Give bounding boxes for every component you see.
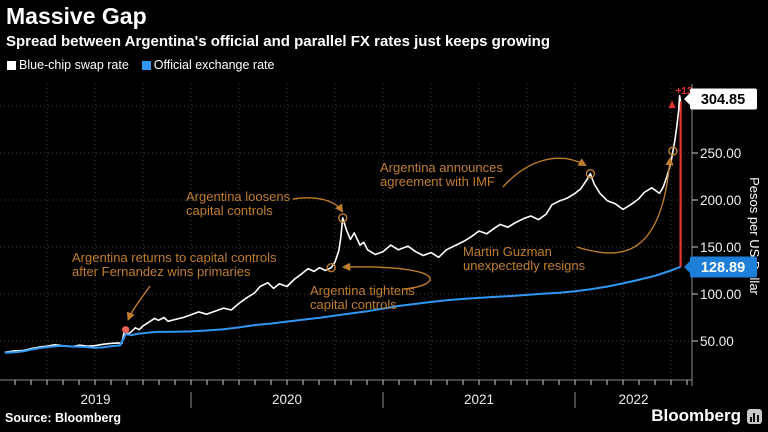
- x-year-label: 2022: [618, 392, 648, 407]
- x-year-label: 2021: [464, 392, 494, 407]
- bloomberg-wordmark: Bloomberg: [651, 406, 741, 425]
- annotation-returns-capital-controls: Argentina returns to capital controls af…: [72, 251, 277, 279]
- annotation-line: Argentina announces: [380, 160, 503, 175]
- bloomberg-logo: Bloomberg: [651, 406, 762, 426]
- legend-swatch-blue-chip: [7, 60, 16, 70]
- gap-change-label: +13: [676, 86, 693, 97]
- annotation-line: capital controls: [310, 297, 397, 312]
- event-marker-loosens: [338, 213, 348, 223]
- series-line-official: [4, 265, 681, 354]
- y-tick-label: 100.00: [700, 287, 741, 302]
- annotation-arrow-loosens: [292, 197, 344, 213]
- y-axis-title: Pesos per US Dollar: [747, 177, 762, 295]
- annotation-arrow-returns: [126, 285, 151, 321]
- annotation-guzman-resigns: Martin Guzman unexpectedly resigns: [463, 245, 585, 273]
- x-year-label: 2020: [272, 392, 302, 407]
- y-tick-label: 200.00: [700, 193, 741, 208]
- bloomberg-terminal-icon: [747, 408, 762, 424]
- svg-text:304.85: 304.85: [701, 92, 745, 108]
- annotation-line: Martin Guzman: [463, 244, 552, 259]
- x-year-label: 2019: [80, 392, 110, 407]
- annotation-line: agreement with IMF: [380, 174, 495, 189]
- annotation-arrow-imf: [502, 157, 587, 188]
- annotation-arrow-tightens: [341, 262, 431, 290]
- chart-title: Massive Gap: [6, 3, 147, 29]
- annotation-imf-agreement: Argentina announces agreement with IMF: [380, 161, 503, 189]
- legend-item-blue-chip: Blue-chip swap rate: [7, 58, 129, 72]
- annotation-line: Argentina tightens: [310, 283, 415, 298]
- last-value-badge-blue-chip: 304.85: [684, 88, 757, 110]
- annotation-line: capital controls: [186, 203, 273, 218]
- last-value-badge-official: 128.89: [684, 256, 757, 278]
- annotation-line: Argentina loosens: [186, 189, 291, 204]
- source-credit: Source: Bloomberg: [5, 411, 121, 425]
- y-tick-label: 50.00: [700, 334, 734, 349]
- legend: Blue-chip swap rate Official exchange ra…: [7, 58, 287, 72]
- legend-item-official: Official exchange rate: [141, 58, 275, 72]
- annotation-line: unexpectedly resigns: [463, 258, 586, 273]
- annotation-line: after Fernandez wins primaries: [72, 264, 251, 279]
- event-marker-tightens: [326, 263, 336, 273]
- up-triangle-icon: [668, 100, 676, 108]
- event-marker-imf: [585, 168, 596, 179]
- legend-swatch-official: [141, 60, 151, 70]
- y-tick-label: 150.00: [700, 240, 741, 255]
- chart-subtitle: Spread between Argentina's official and …: [6, 33, 550, 50]
- legend-label-official: Official exchange rate: [153, 58, 275, 72]
- annotation-line: Argentina returns to capital controls: [72, 250, 277, 265]
- annotation-loosens-capital-controls: Argentina loosens capital controls: [186, 190, 290, 218]
- event-marker-guzman: [668, 146, 678, 156]
- annotation-tightens-capital-controls: Argentina tightens capital controls: [310, 284, 415, 312]
- y-tick-label: 250.00: [700, 146, 741, 161]
- annotation-arrow-guzman: [576, 156, 674, 254]
- svg-text:128.89: 128.89: [701, 260, 745, 276]
- legend-label-blue-chip: Blue-chip swap rate: [19, 58, 129, 72]
- event-dot-primaries: [122, 326, 130, 334]
